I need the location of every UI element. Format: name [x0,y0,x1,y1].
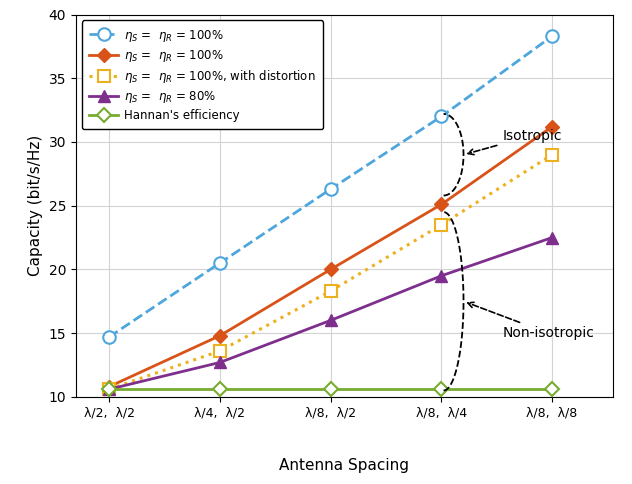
Legend: $\eta_S$ =  $\eta_R$ = 100%, $\eta_S$ =  $\eta_R$ = 100%, $\eta_S$ =  $\eta_R$ =: $\eta_S$ = $\eta_R$ = 100%, $\eta_S$ = $… [82,20,323,129]
X-axis label: Antenna Spacing: Antenna Spacing [279,458,410,473]
Text: Isotropic: Isotropic [468,129,562,155]
Text: Non-isotropic: Non-isotropic [468,302,594,340]
Y-axis label: Capacity (bit/s/Hz): Capacity (bit/s/Hz) [28,135,43,276]
